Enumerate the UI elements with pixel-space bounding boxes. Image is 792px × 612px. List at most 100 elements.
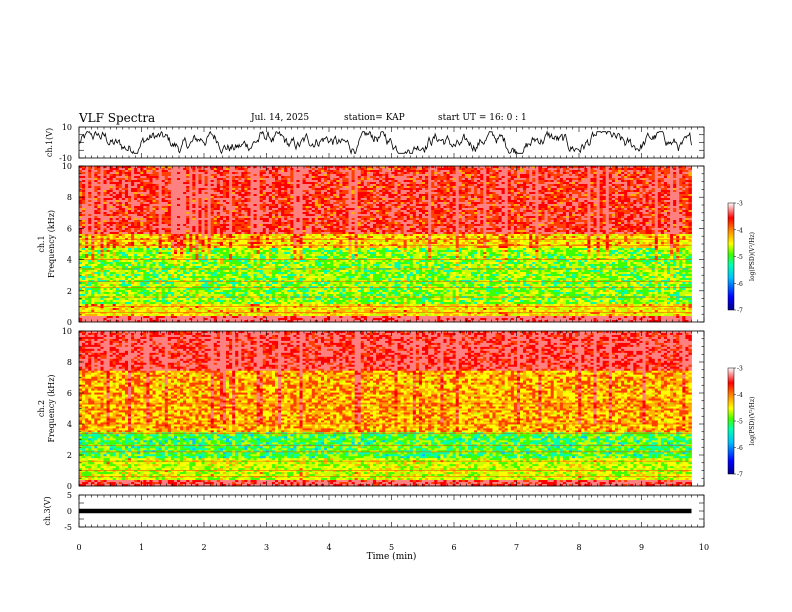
- ch1-spectrogram-cell: [222, 178, 227, 181]
- ch1-spectrogram-cell: [241, 184, 245, 187]
- ch1-spectrogram-cell: [507, 188, 512, 191]
- ch1-spectrogram-cell: [244, 166, 248, 169]
- ch1-spectrogram-cell: [290, 176, 294, 179]
- ch1-spectrogram-cell: [302, 178, 307, 181]
- ch1-spectrogram-cell: [88, 184, 92, 187]
- ch1-spectrogram-cell: [253, 176, 258, 179]
- ch1-spectrogram-cell: [507, 186, 512, 189]
- ch1-spectrogram-cell: [268, 168, 273, 171]
- ch1-spectrogram-cell: [299, 168, 303, 171]
- ch1-spectrogram-cell: [140, 176, 144, 179]
- ch1-spectrogram-cell: [106, 180, 111, 183]
- ch1-spectrogram-cell: [207, 186, 212, 189]
- ch1-spectrogram-cell: [510, 176, 515, 179]
- ch1-spectrogram-cell: [164, 188, 169, 191]
- ch1-spectrogram-cell: [143, 170, 147, 173]
- ch1-spectrogram-cell: [152, 174, 156, 177]
- ch1-spectrogram-cell: [333, 174, 337, 177]
- ch1-spectrogram-cell: [170, 184, 175, 187]
- ch1-spectrogram-cell: [544, 188, 548, 191]
- ch1-spectrogram-cell: [471, 174, 475, 177]
- ch1-spectrogram-cell: [581, 184, 585, 187]
- ch1-spectrogram-cell: [596, 174, 601, 177]
- ch1-spectrogram-cell: [97, 176, 101, 179]
- ch1-spectrogram-cell: [88, 168, 92, 171]
- ch1-spectrogram-cell: [342, 180, 346, 183]
- ch1-spectrogram-cell: [458, 184, 463, 187]
- ch1-spectrogram-cell: [222, 172, 227, 175]
- ch1-spectrogram-cell: [146, 172, 150, 175]
- ch1-spectrogram-cell: [327, 180, 331, 183]
- ch1-spectrogram-cell: [339, 172, 343, 175]
- ch1-spectrogram-cell: [406, 170, 411, 173]
- ch1-spectrogram-cell: [82, 188, 86, 191]
- ch1-spectrogram-cell: [311, 182, 316, 185]
- ch1-spectrogram-cell: [516, 170, 521, 173]
- ch1-spectrogram-cell: [608, 186, 613, 189]
- ch1-spectrogram-cell: [118, 188, 123, 191]
- ch1-spectrogram-cell: [565, 174, 570, 177]
- ch1-spectrogram-cell: [149, 168, 153, 171]
- ch1-spectrogram-cell: [195, 184, 199, 187]
- ch1-spectrogram-cell: [324, 180, 328, 183]
- ch1-spectrogram-cell: [97, 178, 101, 181]
- ch1-spectrogram-cell: [538, 172, 542, 175]
- ch1-spectrogram-cell: [614, 170, 619, 173]
- ch1-spectrogram-cell: [526, 188, 530, 191]
- ch1-spectrogram-cell: [290, 186, 294, 189]
- ch1-spectrogram-cell: [327, 176, 331, 179]
- ch1-spectrogram-cell: [189, 178, 193, 181]
- ch1-spectrogram-cell: [428, 186, 432, 189]
- ch1-spectrogram-cell: [670, 182, 674, 185]
- ch1-spectrogram-cell: [388, 180, 392, 183]
- ch1-spectrogram-cell: [137, 180, 141, 183]
- ch1-spectrogram-cell: [596, 188, 601, 191]
- ch1-spectrogram-cell: [415, 184, 420, 187]
- ch1-spectrogram-cell: [569, 180, 573, 183]
- ch1-spectrogram-cell: [516, 174, 521, 177]
- ch1-spectrogram-cell: [443, 166, 447, 169]
- ch1-spectrogram-cell: [654, 188, 659, 191]
- ch1-spectrogram-cell: [373, 184, 377, 187]
- ch1-spectrogram-cell: [507, 170, 512, 173]
- ch1-spectrogram-cell: [183, 186, 187, 189]
- ch1-spectrogram-cell: [268, 166, 273, 169]
- ch1-spectrogram-cell: [492, 184, 496, 187]
- ch1-spectrogram-cell: [495, 180, 499, 183]
- ch1-spectrogram-cell: [685, 182, 689, 185]
- ch1-spectrogram-cell: [651, 170, 656, 173]
- ch1-spectrogram-cell: [173, 180, 178, 183]
- ch1-spectrogram-cell: [278, 176, 282, 179]
- ch1-spectrogram-cell: [495, 170, 499, 173]
- ch1-spectrogram-cell: [265, 186, 270, 189]
- ch1-spectrogram-cell: [624, 166, 628, 169]
- ch1-spectrogram-cell: [394, 168, 398, 171]
- ch1-spectrogram-cell: [630, 172, 634, 175]
- ch1-spectrogram-cell: [195, 176, 199, 179]
- ch1-spectrogram-cell: [446, 186, 450, 189]
- ch1-spectrogram-cell: [489, 186, 493, 189]
- ch1-spectrogram-cell: [115, 182, 120, 185]
- ch1-spectrogram-cell: [284, 172, 288, 175]
- ch1-spectrogram-cell: [164, 170, 169, 173]
- ch1-spectrogram-cell: [572, 180, 576, 183]
- ch1-spectrogram-cell: [247, 184, 251, 187]
- ch1-spectrogram-cell: [388, 178, 392, 181]
- ch1-spectrogram-cell: [581, 170, 585, 173]
- ch1-spectrogram-cell: [480, 174, 484, 177]
- ch1-spectrogram-cell: [565, 180, 570, 183]
- ch1-spectrogram-cell: [311, 174, 316, 177]
- ch1-spectrogram-cell: [161, 188, 166, 191]
- ch1-spectrogram-cell: [106, 188, 111, 191]
- ch1-spectrogram-cell: [541, 168, 545, 171]
- ch1-spectrogram-cell: [602, 178, 607, 181]
- ch1-y-tick-label: 10: [62, 123, 72, 132]
- ch1-spectrogram-cell: [336, 186, 340, 189]
- ch1-spectrogram-cell: [253, 188, 258, 191]
- ch1-spectrogram-cell: [373, 174, 377, 177]
- ch1-spectrogram-cell: [229, 170, 233, 173]
- ch1-spectrogram-cell: [290, 180, 294, 183]
- ch1-spectrogram-cell: [256, 168, 261, 171]
- ch1-spectrogram-cell: [336, 176, 340, 179]
- ch1-spectrogram-cell: [418, 176, 423, 179]
